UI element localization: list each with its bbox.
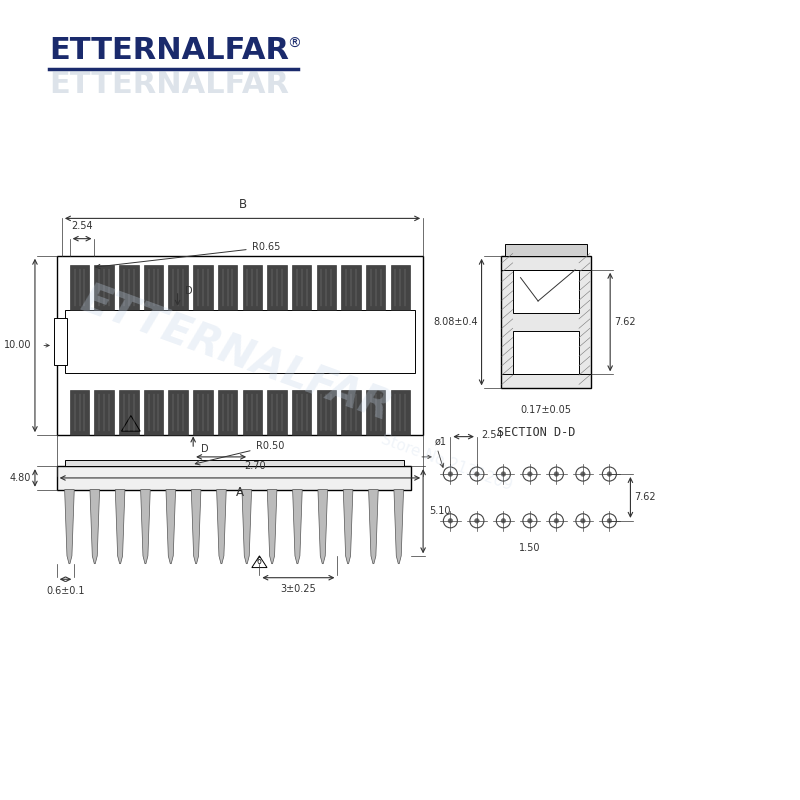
Bar <box>366 390 386 435</box>
Text: 7.62: 7.62 <box>634 493 656 502</box>
Text: D: D <box>201 444 209 454</box>
Circle shape <box>554 518 558 523</box>
Bar <box>390 390 410 435</box>
Bar <box>342 265 361 310</box>
Circle shape <box>607 518 612 523</box>
Polygon shape <box>166 490 175 564</box>
Text: 2.54: 2.54 <box>481 430 502 440</box>
Bar <box>57 466 411 490</box>
Polygon shape <box>318 490 327 564</box>
Polygon shape <box>191 490 201 564</box>
Circle shape <box>527 518 532 523</box>
Circle shape <box>501 518 506 523</box>
Text: ETTERNALFAR: ETTERNALFAR <box>49 70 289 98</box>
Text: 8.08±0.4: 8.08±0.4 <box>433 317 478 327</box>
Bar <box>292 390 311 435</box>
Bar <box>242 390 262 435</box>
Bar <box>65 460 404 466</box>
Circle shape <box>448 518 453 523</box>
Bar <box>94 390 114 435</box>
Text: 5.10: 5.10 <box>430 506 451 516</box>
Text: 4.80: 4.80 <box>10 473 31 483</box>
Bar <box>57 256 423 435</box>
Bar <box>513 270 579 313</box>
Circle shape <box>581 518 586 523</box>
Bar <box>242 265 262 310</box>
Bar <box>144 390 163 435</box>
Text: 2.54: 2.54 <box>71 221 93 231</box>
Text: 7.62: 7.62 <box>614 317 636 327</box>
Bar <box>119 390 138 435</box>
Circle shape <box>501 472 506 476</box>
Text: 3±0.25: 3±0.25 <box>281 584 316 594</box>
Polygon shape <box>369 490 378 564</box>
Text: 1.50: 1.50 <box>519 542 541 553</box>
Bar <box>505 244 586 256</box>
Polygon shape <box>115 490 125 564</box>
Text: A: A <box>236 486 244 498</box>
Polygon shape <box>242 490 251 564</box>
Bar <box>292 265 311 310</box>
Circle shape <box>448 472 453 476</box>
Text: ø1: ø1 <box>435 437 447 446</box>
Text: D: D <box>186 286 193 296</box>
Circle shape <box>474 472 479 476</box>
Circle shape <box>527 472 532 476</box>
Text: Store No.2131209: Store No.2131209 <box>379 432 514 493</box>
Polygon shape <box>217 490 226 564</box>
Bar <box>193 265 213 310</box>
Text: 0.6±0.1: 0.6±0.1 <box>46 586 85 595</box>
Polygon shape <box>293 490 302 564</box>
Text: 10.00: 10.00 <box>3 341 31 350</box>
Text: ETTERNALFAR: ETTERNALFAR <box>75 278 397 429</box>
Bar <box>169 265 188 310</box>
Polygon shape <box>267 490 277 564</box>
Circle shape <box>554 472 558 476</box>
Text: 2.70: 2.70 <box>245 461 266 470</box>
Bar <box>169 390 188 435</box>
Text: B: B <box>238 198 246 210</box>
Polygon shape <box>394 490 403 564</box>
Bar <box>267 265 286 310</box>
Polygon shape <box>141 490 150 564</box>
Text: R0.50: R0.50 <box>195 441 284 465</box>
Bar <box>144 265 163 310</box>
Bar <box>70 265 90 310</box>
Text: ETTERNALFAR: ETTERNALFAR <box>49 36 289 65</box>
Text: R0.65: R0.65 <box>96 242 280 269</box>
Bar <box>501 256 590 388</box>
Bar <box>119 265 138 310</box>
Circle shape <box>607 472 612 476</box>
Bar <box>54 318 67 365</box>
Circle shape <box>474 518 479 523</box>
Bar <box>342 390 361 435</box>
Bar <box>65 310 415 373</box>
Text: 0.17±0.05: 0.17±0.05 <box>520 406 571 415</box>
Bar <box>390 265 410 310</box>
Bar <box>317 265 336 310</box>
Bar <box>366 265 386 310</box>
Bar <box>193 390 213 435</box>
Bar <box>218 390 238 435</box>
Bar <box>513 331 579 374</box>
Text: 6: 6 <box>257 557 262 566</box>
Bar <box>317 390 336 435</box>
Polygon shape <box>90 490 99 564</box>
Polygon shape <box>65 490 74 564</box>
Bar <box>267 390 286 435</box>
Bar <box>94 265 114 310</box>
Polygon shape <box>343 490 353 564</box>
Bar <box>218 265 238 310</box>
Bar <box>70 390 90 435</box>
Text: ®: ® <box>286 37 301 51</box>
Text: SECTION D-D: SECTION D-D <box>497 426 575 438</box>
Circle shape <box>581 472 586 476</box>
